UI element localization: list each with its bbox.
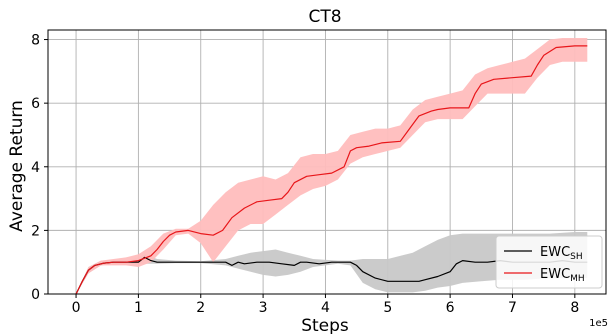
tick-labels: 0 1 2 3 4 5 6 7 8 0 2 4 6 8 [31, 33, 579, 316]
series-lines [75, 45, 588, 295]
series-band-sh [76, 232, 588, 294]
legend-label: EWCMH [540, 267, 585, 284]
y-axis-label: Average Return [7, 100, 27, 232]
x-scale-note: 1e5 [589, 318, 608, 329]
legend-label: EWCSH [540, 245, 583, 262]
x-tick-label: 1 [134, 300, 143, 316]
legend: EWCSH EWCMH [495, 235, 603, 289]
y-tick-label: 6 [31, 96, 40, 112]
y-tick-label: 8 [31, 33, 40, 49]
x-tick-label: 3 [259, 300, 268, 316]
legend-box [495, 235, 603, 289]
axes [44, 29, 607, 298]
series-line-mh [75, 45, 588, 295]
x-tick-label: 5 [383, 300, 392, 316]
uncertainty-bands [76, 38, 588, 294]
y-tick-label: 4 [31, 160, 40, 176]
x-axis-label: Steps [301, 316, 349, 334]
x-tick-label: 6 [446, 300, 455, 316]
x-tick-label: 8 [570, 300, 579, 316]
y-tick-label: 2 [31, 223, 40, 239]
x-tick-label: 7 [508, 300, 517, 316]
series-band-mh [76, 38, 588, 294]
y-tick-label: 0 [31, 287, 40, 303]
plot-frame [47, 29, 607, 295]
x-tick-label: 4 [321, 300, 330, 316]
chart-title: CT8 [308, 7, 341, 27]
x-tick-label: 2 [196, 300, 205, 316]
x-tick-label: 0 [72, 300, 81, 316]
